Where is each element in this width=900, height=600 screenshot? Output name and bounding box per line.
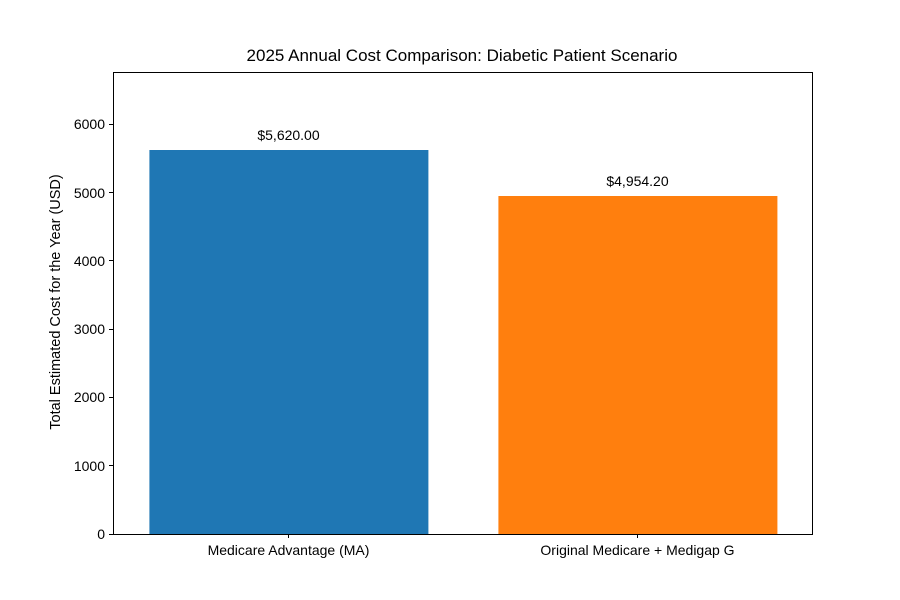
chart-title: 2025 Annual Cost Comparison: Diabetic Pa… bbox=[246, 46, 678, 65]
y-tick-mark bbox=[109, 123, 113, 125]
y-tick-mark bbox=[109, 465, 113, 467]
y-tick-label: 0 bbox=[97, 526, 105, 542]
x-tick-label: Original Medicare + Medigap G bbox=[540, 542, 735, 558]
y-tick-label: 4000 bbox=[73, 252, 105, 269]
y-tick-mark bbox=[109, 396, 113, 398]
y-tick-mark bbox=[109, 260, 113, 262]
y-tick-mark bbox=[109, 192, 113, 194]
x-tick-mark bbox=[637, 534, 638, 538]
bar bbox=[148, 150, 429, 534]
y-tick-mark bbox=[109, 533, 113, 535]
y-axis-label: Total Estimated Cost for the Year (USD) bbox=[48, 174, 64, 430]
x-tick-mark bbox=[288, 534, 289, 538]
y-tick-label: 3000 bbox=[73, 321, 105, 338]
y-tick-label: 1000 bbox=[73, 457, 105, 474]
bar-value-label: $4,954.20 bbox=[606, 172, 669, 189]
bar-slot: $5,620.00 bbox=[114, 73, 463, 534]
y-tick-label: 5000 bbox=[73, 184, 105, 201]
bars: $5,620.00 $4,954.20 bbox=[114, 73, 812, 534]
y-tick-label: 2000 bbox=[73, 389, 105, 406]
x-tick-label: Medicare Advantage (MA) bbox=[207, 542, 370, 558]
bar-slot: $4,954.20 bbox=[463, 73, 812, 534]
y-tick-mark bbox=[109, 328, 113, 330]
plot-area: 0 1000 2000 3000 4000 5000 6000 $5,620.00 $4,95… bbox=[74, 72, 813, 558]
bar bbox=[497, 195, 778, 534]
bar-value-label: $5,620.00 bbox=[257, 127, 320, 144]
y-tick-label: 6000 bbox=[73, 116, 105, 133]
